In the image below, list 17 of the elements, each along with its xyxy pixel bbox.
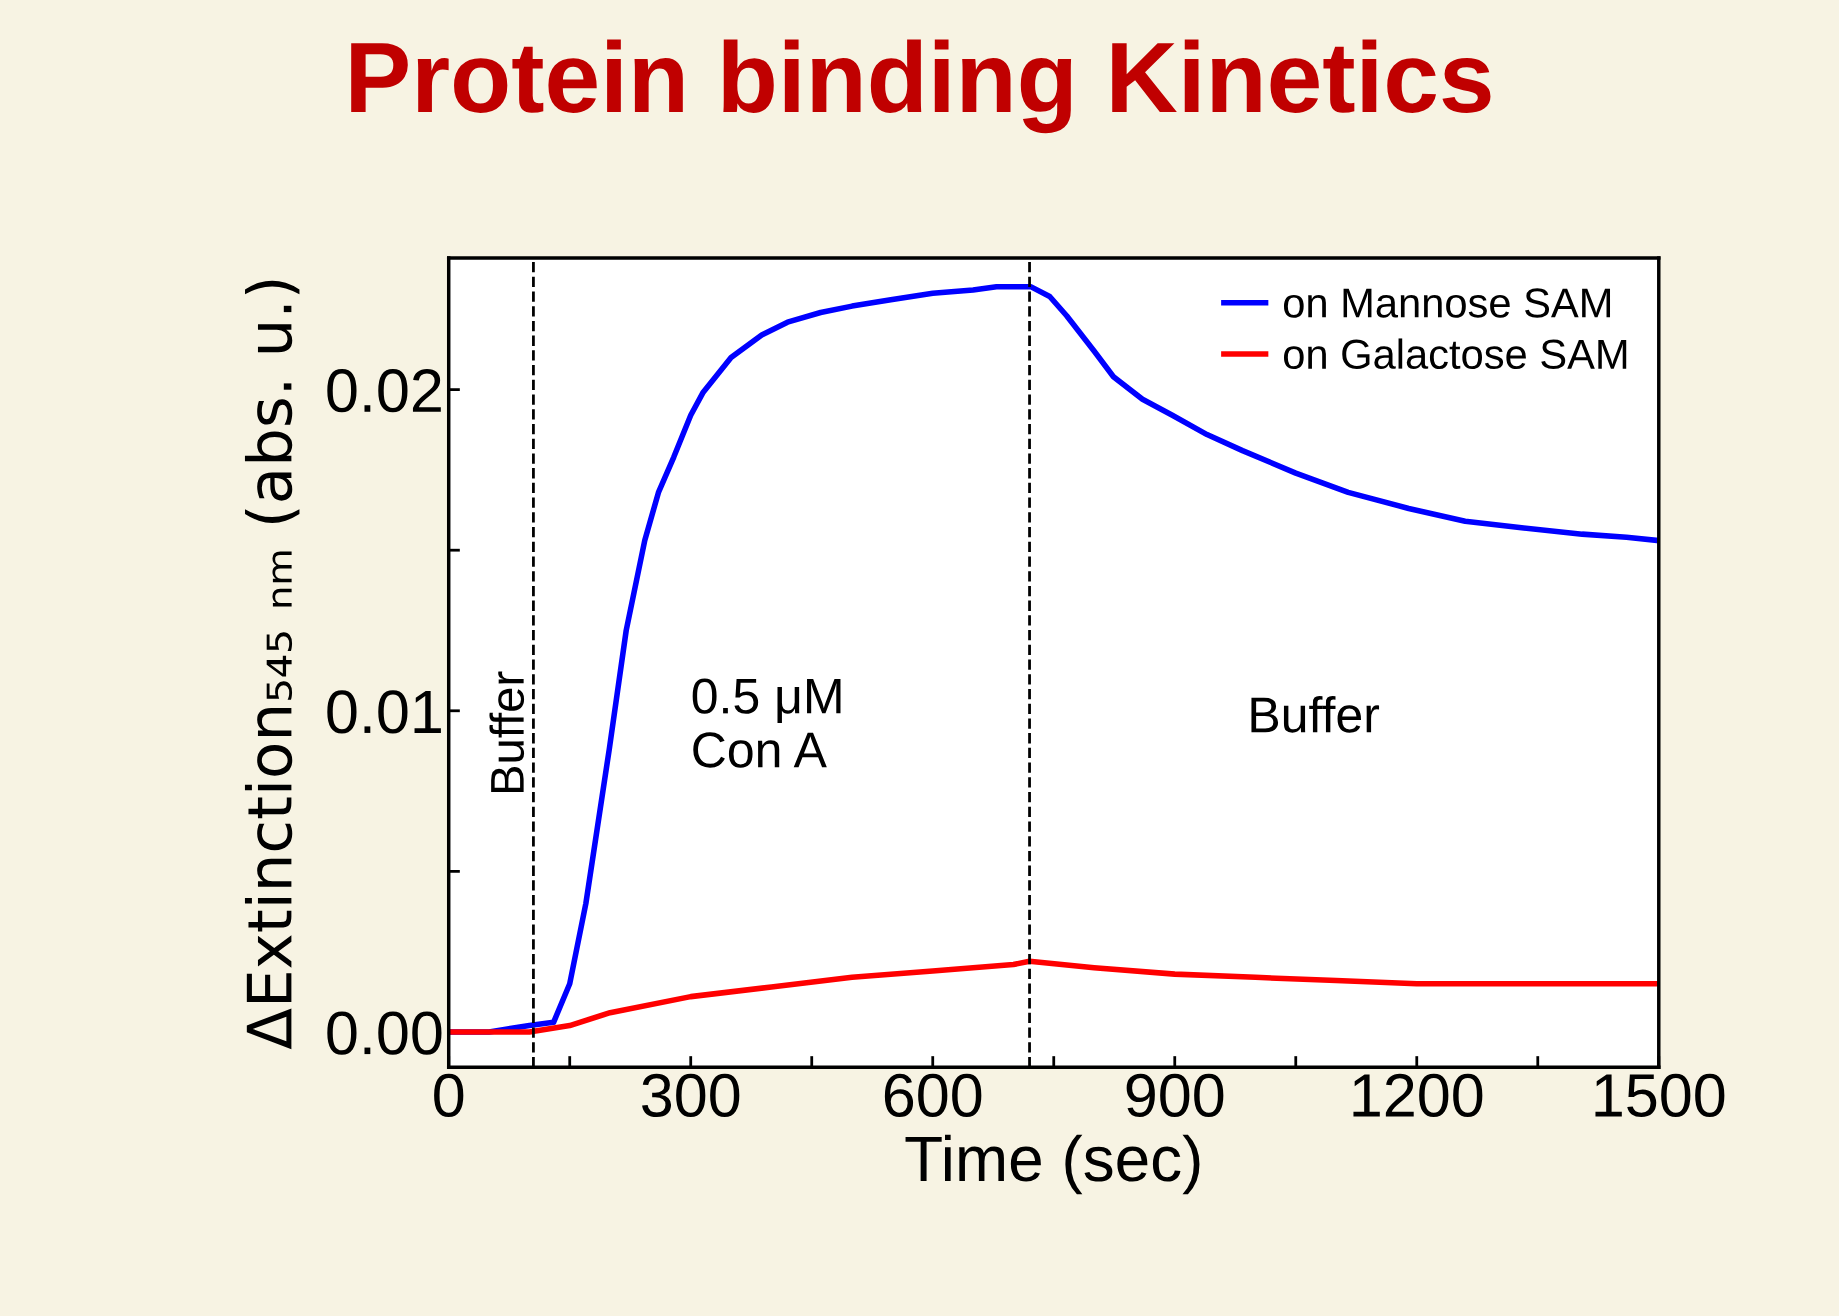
- x-tick-label: 600: [884, 1073, 982, 1118]
- annotation: Buffer: [1251, 696, 1380, 733]
- x-tick-label: 1200: [1353, 1073, 1483, 1118]
- chart-title: Protein binding Kinetics: [351, 39, 1491, 134]
- x-tick-label: 0: [434, 1073, 464, 1118]
- x-tick-label: 300: [642, 1073, 740, 1118]
- y-axis-title: ΔExtinction₅₄₅ ₙₘ (abs. u.): [244, 280, 300, 1050]
- legend-label: on Galactose SAM: [1283, 338, 1627, 370]
- y-tick-label: 0.02: [327, 369, 441, 413]
- y-tick-label: 0.01: [327, 690, 441, 734]
- x-tick-label: 900: [1126, 1073, 1224, 1118]
- ref-line-label: Buffer: [489, 671, 525, 793]
- x-axis-title: Time (sec): [905, 1134, 1200, 1195]
- legend-label: on Mannose SAM: [1283, 288, 1611, 318]
- x-tick-label: 1500: [1595, 1073, 1725, 1118]
- annotation: 0.5 μM Con A: [692, 678, 841, 768]
- y-tick-label: 0.00: [327, 1011, 442, 1055]
